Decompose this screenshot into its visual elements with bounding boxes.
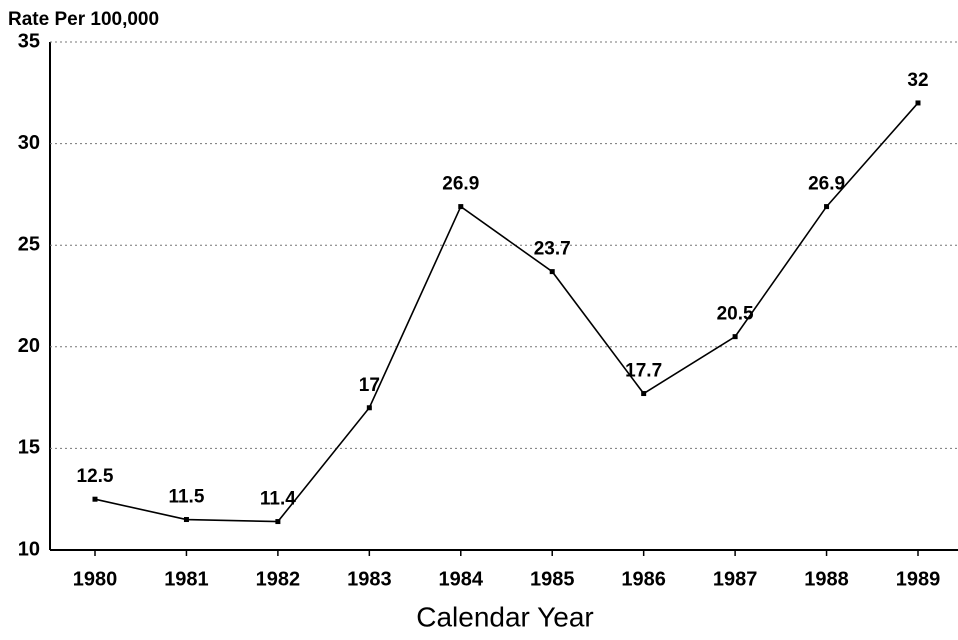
point [641, 391, 647, 397]
data-label: 26.9 [442, 174, 479, 195]
point [92, 496, 98, 502]
x-tick-label: 1987 [713, 568, 758, 590]
y-tick-label: 10 [18, 538, 40, 560]
x-tick-label: 1983 [347, 568, 392, 590]
point [366, 405, 372, 411]
y-tick-label: 30 [18, 132, 40, 154]
point [183, 517, 189, 523]
y-axis-label: Rate Per 100,000 [8, 9, 159, 30]
y-tick-label: 25 [18, 233, 40, 255]
x-tick-label: 1989 [896, 568, 941, 590]
x-tick-label: 1982 [256, 568, 301, 590]
point [732, 334, 738, 340]
line [94, 102, 919, 523]
data-label: 17.7 [625, 361, 662, 382]
x-tick-label: 1984 [439, 568, 484, 590]
x-tick-label: 1988 [804, 568, 849, 590]
data-label: 26.9 [808, 174, 845, 195]
y-tick-label: 20 [18, 335, 40, 357]
data-label: 11.5 [168, 487, 204, 508]
data-label: 17 [359, 375, 380, 396]
x-tick-label: 1985 [530, 568, 575, 590]
data-label: 12.5 [77, 466, 114, 487]
x-tick-label: 1980 [73, 568, 118, 590]
data-label: 32 [907, 70, 928, 91]
data-label: 11.4 [260, 489, 296, 510]
x-axis-label: Calendar Year [416, 601, 593, 632]
data-label: 23.7 [534, 239, 571, 260]
point [915, 100, 921, 106]
y-tick-label: 15 [18, 437, 40, 459]
y-tick-label: 35 [18, 30, 40, 52]
x-tick-label: 1981 [164, 568, 209, 590]
point [549, 269, 555, 275]
data-label: 20.5 [717, 304, 754, 325]
point [824, 204, 830, 210]
x-tick-label: 1986 [621, 568, 666, 590]
point [458, 204, 464, 210]
point [275, 519, 281, 525]
